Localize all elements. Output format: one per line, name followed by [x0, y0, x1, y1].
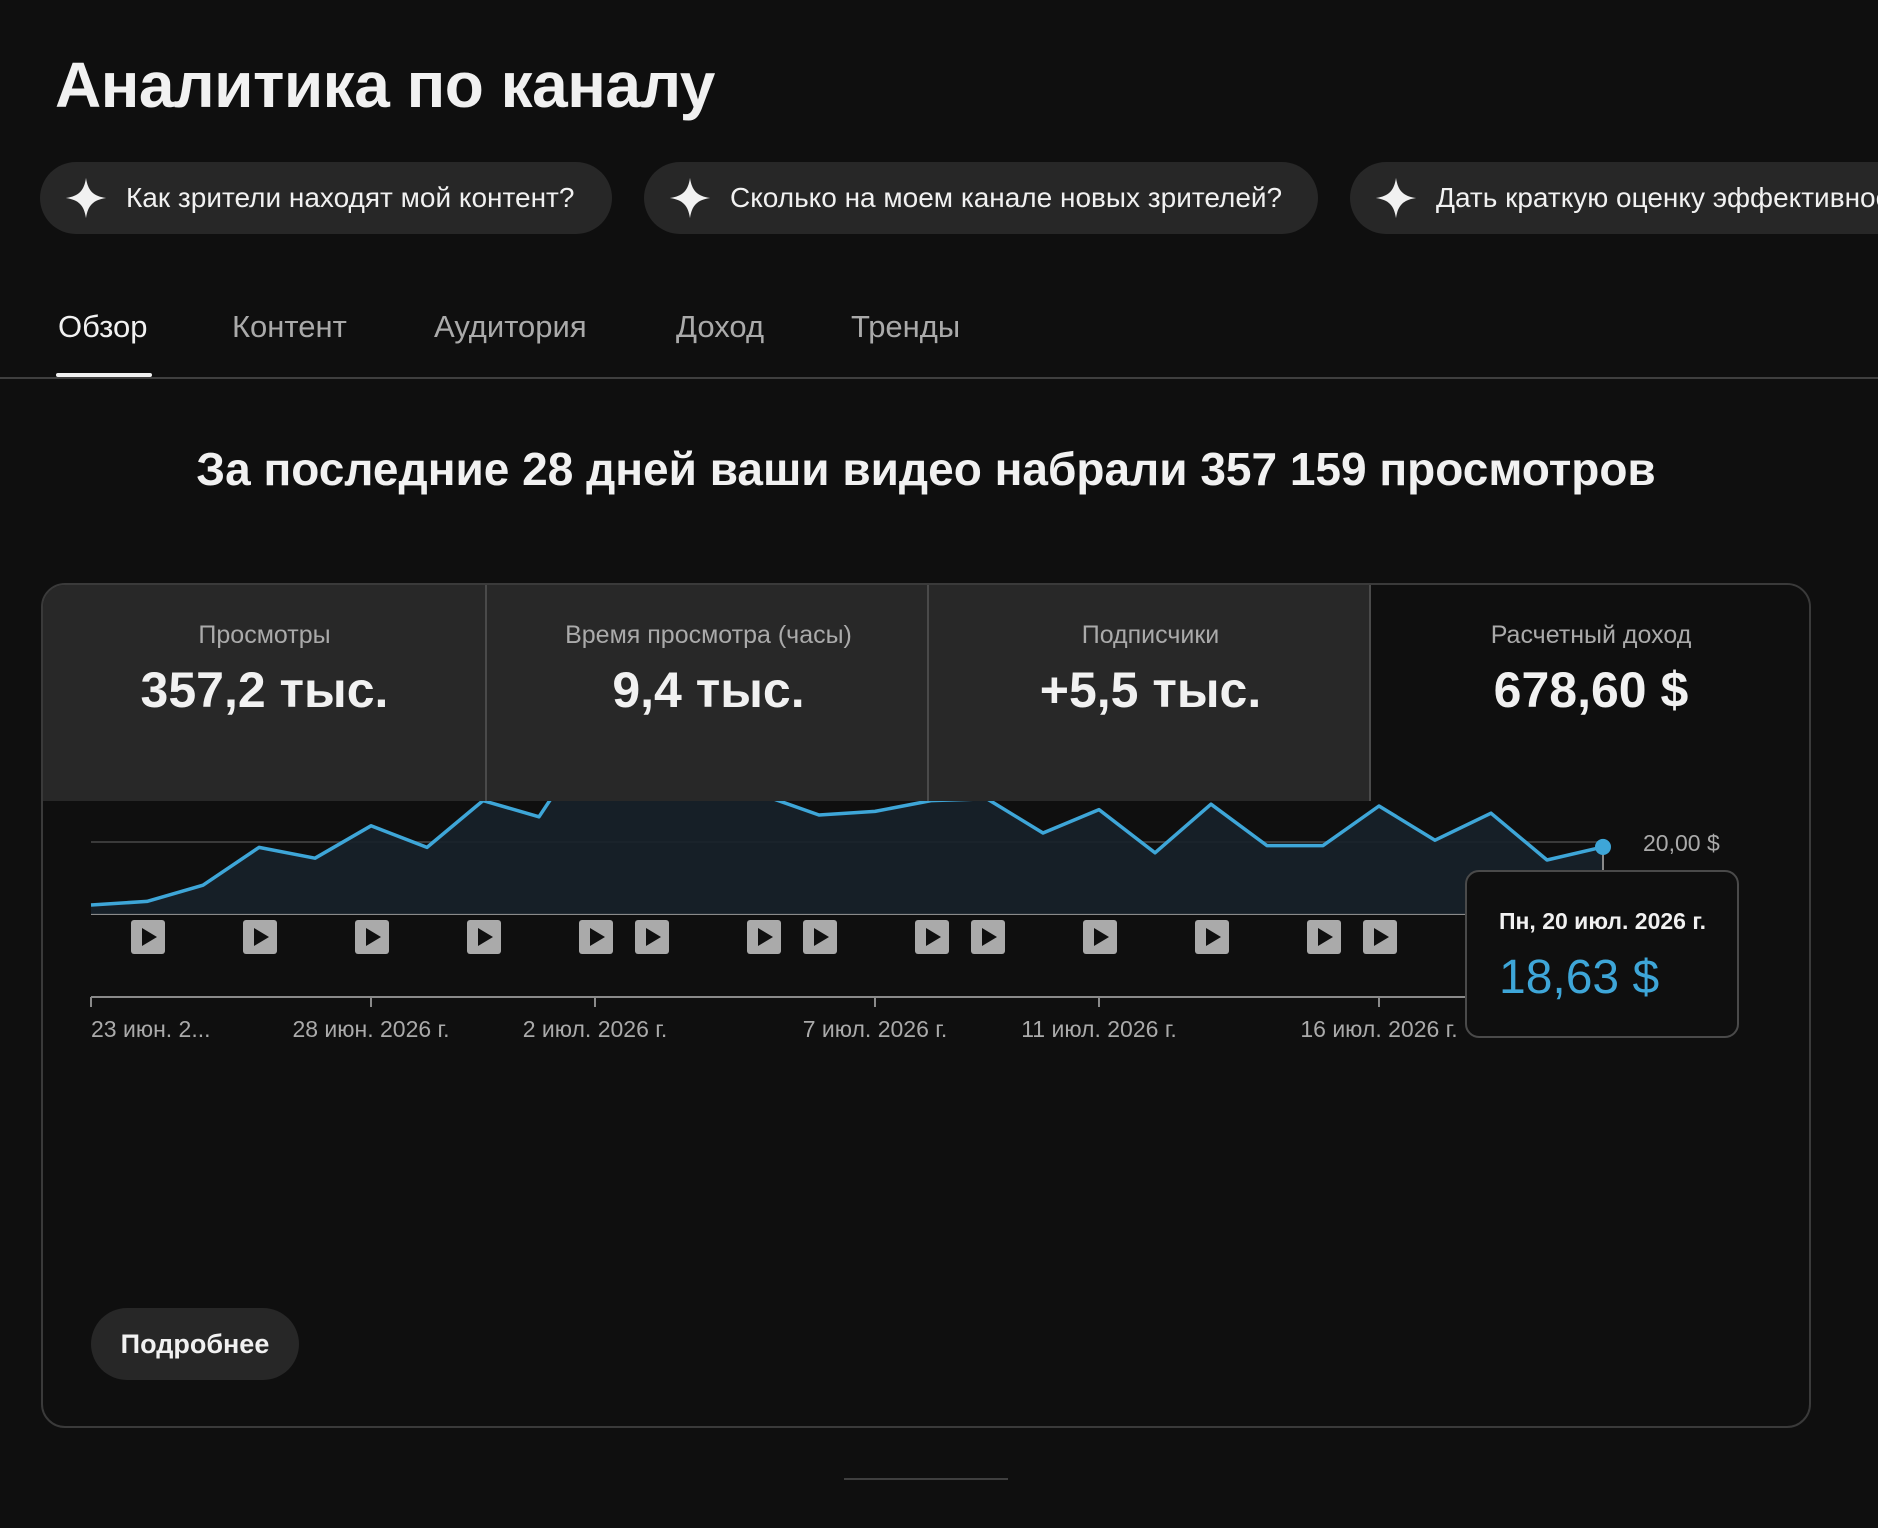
metric-tabs: Просмотры 357,2 тыс. Время просмотра (ча…	[43, 585, 1809, 801]
tab-content[interactable]: Контент	[232, 309, 347, 344]
y-tick-label: 20,00 $	[1643, 830, 1720, 856]
sparkle-icon	[669, 177, 711, 219]
suggestion-chips: Как зрители находят мой контент? Сколько…	[40, 162, 1878, 234]
play-icon	[1094, 928, 1109, 946]
highlighted-point	[1595, 838, 1611, 855]
metric-value: 357,2 тыс.	[140, 662, 389, 718]
tab-audience[interactable]: Аудитория	[434, 309, 587, 344]
x-tick-label: 28 июн. 2026 г.	[292, 1016, 449, 1042]
chart-tooltip: Пн, 20 июл. 2026 г. 18,63 $	[1465, 870, 1739, 1038]
bottom-divider	[844, 1478, 1008, 1480]
overview-card: Просмотры 357,2 тыс. Время просмотра (ча…	[41, 583, 1811, 1428]
metric-tab-estimated-revenue[interactable]: Расчетный доход 678,60 $	[1371, 585, 1809, 801]
play-icon	[142, 928, 157, 946]
tab-bar: Обзор Контент Аудитория Доход Тренды	[0, 285, 1878, 379]
x-tick-label: 16 июл. 2026 г.	[1300, 1016, 1457, 1042]
metric-value: +5,5 тыс.	[1039, 662, 1262, 718]
suggestion-chip-performance-summary[interactable]: Дать краткую оценку эффективнос	[1350, 162, 1878, 234]
summary-headline: За последние 28 дней ваши видео набрали …	[196, 443, 1656, 495]
x-tick-label: 23 июн. 2...	[91, 1016, 211, 1042]
metric-tab-subscribers[interactable]: Подписчики +5,5 тыс.	[929, 585, 1372, 801]
sparkle-icon	[65, 177, 107, 219]
metric-divider	[927, 585, 929, 801]
metric-tab-views[interactable]: Просмотры 357,2 тыс.	[43, 585, 486, 801]
more-details-button[interactable]: Подробнее	[91, 1308, 299, 1380]
play-icon	[1206, 928, 1221, 946]
suggestion-chip-label: Дать краткую оценку эффективнос	[1436, 182, 1878, 213]
tooltip-date: Пн, 20 июл. 2026 г.	[1499, 908, 1706, 934]
tab-revenue[interactable]: Доход	[676, 309, 765, 344]
play-icon	[1318, 928, 1333, 946]
play-icon	[982, 928, 997, 946]
play-icon	[366, 928, 381, 946]
metric-value: 678,60 $	[1493, 662, 1689, 718]
page-title: Аналитика по каналу	[55, 49, 715, 121]
suggestion-chip-content-discovery[interactable]: Как зрители находят мой контент?	[40, 162, 612, 234]
sparkle-icon	[1375, 177, 1417, 219]
metric-tab-watch-time[interactable]: Время просмотра (часы) 9,4 тыс.	[487, 585, 930, 801]
play-icon	[814, 928, 829, 946]
revenue-chart: 0,00 $20,00 $23 июн. 2...28 июн. 2026 г.…	[90, 801, 1720, 1042]
tab-overview[interactable]: Обзор	[58, 309, 148, 344]
series-line	[90, 801, 1604, 907]
metric-label: Время просмотра (часы)	[565, 621, 852, 649]
x-tick-label: 2 июл. 2026 г.	[523, 1016, 668, 1042]
play-icon	[646, 928, 661, 946]
play-icon	[254, 928, 269, 946]
active-tab-indicator	[56, 373, 152, 377]
suggestion-chip-label: Как зрители находят мой контент?	[126, 182, 575, 213]
suggestion-chip-label: Сколько на моем канале новых зрителей?	[730, 182, 1283, 213]
metric-value: 9,4 тыс.	[612, 662, 805, 718]
metric-label: Подписчики	[1081, 621, 1220, 649]
play-icon	[590, 928, 605, 946]
x-tick-label: 11 июл. 2026 г.	[1021, 1016, 1177, 1042]
play-icon	[758, 928, 773, 946]
tooltip-value: 18,63 $	[1499, 951, 1660, 1004]
metric-divider	[485, 585, 487, 801]
play-icon	[1374, 928, 1389, 946]
metric-divider	[1369, 585, 1371, 801]
play-icon	[478, 928, 493, 946]
metric-label: Расчетный доход	[1490, 621, 1692, 649]
metric-label: Просмотры	[198, 621, 331, 649]
series-area	[91, 801, 1603, 914]
play-icon	[926, 928, 941, 946]
suggestion-chip-new-viewers[interactable]: Сколько на моем канале новых зрителей?	[644, 162, 1318, 234]
x-tick-label: 7 июл. 2026 г.	[803, 1016, 948, 1042]
tab-trends[interactable]: Тренды	[851, 309, 961, 344]
